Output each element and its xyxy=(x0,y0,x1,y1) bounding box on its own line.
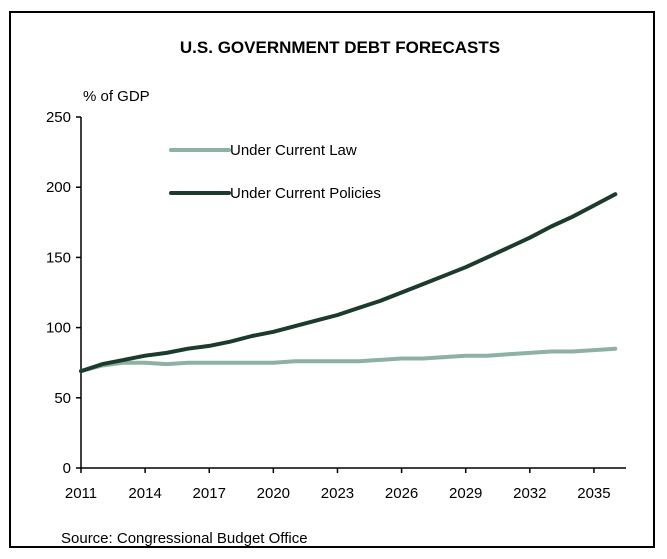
y-axis-label: % of GDP xyxy=(83,88,150,105)
y-tick-label: 0 xyxy=(63,460,71,477)
chart-title: U.S. GOVERNMENT DEBT FORECASTS xyxy=(180,38,500,57)
series-line-under-current-policies xyxy=(79,192,618,374)
x-tick-label: 2035 xyxy=(577,485,610,502)
y-tick-label: 250 xyxy=(46,109,71,126)
x-tick-label: 2029 xyxy=(449,485,482,502)
y-tick-label: 50 xyxy=(54,390,71,407)
series-line-under-current-law xyxy=(79,346,618,374)
x-tick-label: 2020 xyxy=(257,485,290,502)
series-lines xyxy=(79,192,618,374)
x-tick-label: 2017 xyxy=(193,485,226,502)
y-tick-label: 200 xyxy=(46,179,71,196)
x-tick-label: 2032 xyxy=(513,485,546,502)
x-tick-label: 2023 xyxy=(321,485,354,502)
x-tick-label: 2014 xyxy=(128,485,161,502)
x-axis-ticks: 2011 2014 2017 2020 2023 2026 2029 2032 2035 xyxy=(65,468,611,502)
source-note: Source: Congressional Budget Office xyxy=(61,530,308,547)
x-tick-label: 2026 xyxy=(385,485,418,502)
legend-label: Under Current Policies xyxy=(230,185,381,202)
y-tick-label: 100 xyxy=(46,320,71,337)
chart-frame xyxy=(9,11,655,548)
y-tick-label: 150 xyxy=(46,249,71,266)
x-tick-label: 2011 xyxy=(65,485,97,502)
y-axis-ticks: 0 50 100 150 200 250 xyxy=(46,109,81,477)
legend-label: Under Current Law xyxy=(230,142,357,159)
legend: Under Current Law Under Current Policies xyxy=(169,142,381,202)
